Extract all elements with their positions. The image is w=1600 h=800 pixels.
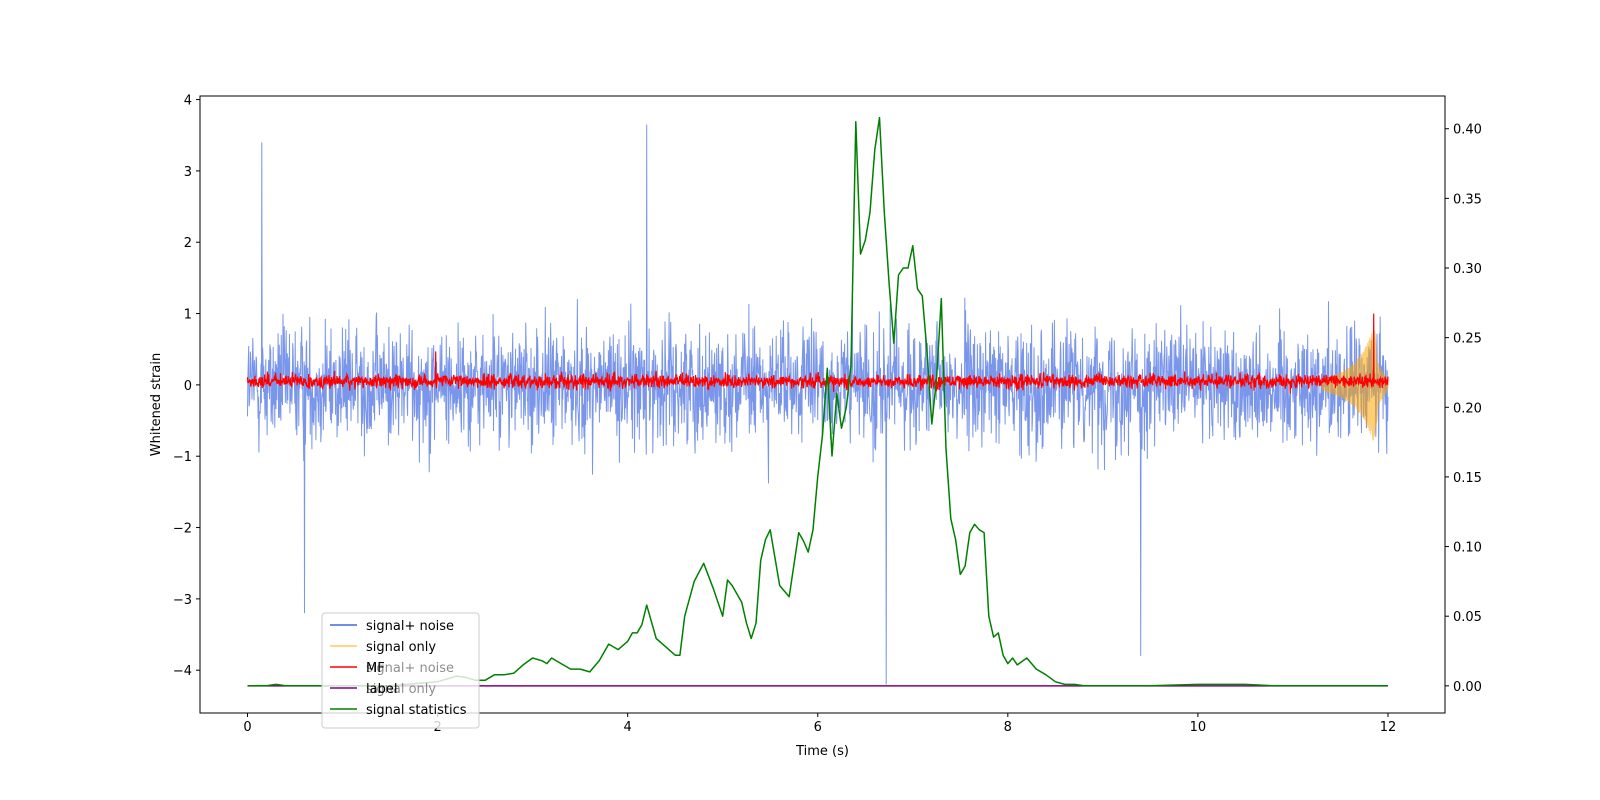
y-right-tick-label: 0.30: [1453, 262, 1482, 277]
legend-entry: signal statistics: [366, 703, 467, 718]
legend-box: [321, 612, 480, 729]
legend-overlap-entry: signal only: [366, 682, 436, 697]
legend-entry: signal+ noise: [366, 619, 454, 634]
series-signal-statistics: [247, 116, 1388, 687]
series-mf: [246, 313, 1389, 394]
ticks: 024681012−4−3−2−1012340.000.050.100.150.…: [173, 94, 1482, 735]
x-tick-label: 6: [814, 720, 822, 735]
y-right-tick-label: 0.10: [1453, 541, 1482, 556]
y-left-tick-label: 3: [184, 165, 192, 180]
series-signal-noise: [247, 124, 1389, 685]
series-signal-only: [1321, 330, 1389, 441]
y-right-tick-label: 0.20: [1453, 401, 1482, 416]
y-right-tick-label: 0.15: [1453, 471, 1482, 486]
legend-entry: label: [366, 682, 397, 697]
y-right-tick-label: 0.00: [1453, 680, 1482, 695]
y-left-tick-label: 4: [184, 94, 192, 109]
x-tick-label: 8: [1004, 720, 1012, 735]
y-right-tick-label: 0.35: [1453, 192, 1482, 207]
x-tick-label: 12: [1380, 720, 1397, 735]
y-left-tick-label: −2: [173, 522, 192, 537]
y-left-tick-label: 2: [184, 236, 192, 251]
y-left-tick-label: −1: [173, 450, 192, 465]
x-axis-label: Time (s): [795, 744, 849, 759]
legend-overlap-entry: signal+ noise: [366, 661, 454, 676]
y-axis-label: Whitened strain: [149, 353, 164, 456]
legend-entry: signal only: [366, 640, 436, 655]
legend-entry: MF: [366, 661, 385, 676]
y-left-tick-label: 1: [184, 308, 192, 323]
y-left-tick-label: −4: [173, 664, 192, 679]
y-left-tick-label: 0: [184, 379, 192, 394]
y-right-tick-label: 0.05: [1453, 610, 1482, 625]
y-right-tick-label: 0.40: [1453, 123, 1482, 138]
x-tick-label: 0: [243, 720, 251, 735]
x-tick-label: 10: [1190, 720, 1207, 735]
x-tick-label: 4: [624, 720, 632, 735]
y-right-tick-label: 0.25: [1453, 332, 1482, 347]
axes-frame: [199, 95, 1446, 714]
legend: signal+ noise signal only MF label signal st…: [321, 612, 480, 729]
y-left-tick-label: −3: [173, 593, 192, 608]
